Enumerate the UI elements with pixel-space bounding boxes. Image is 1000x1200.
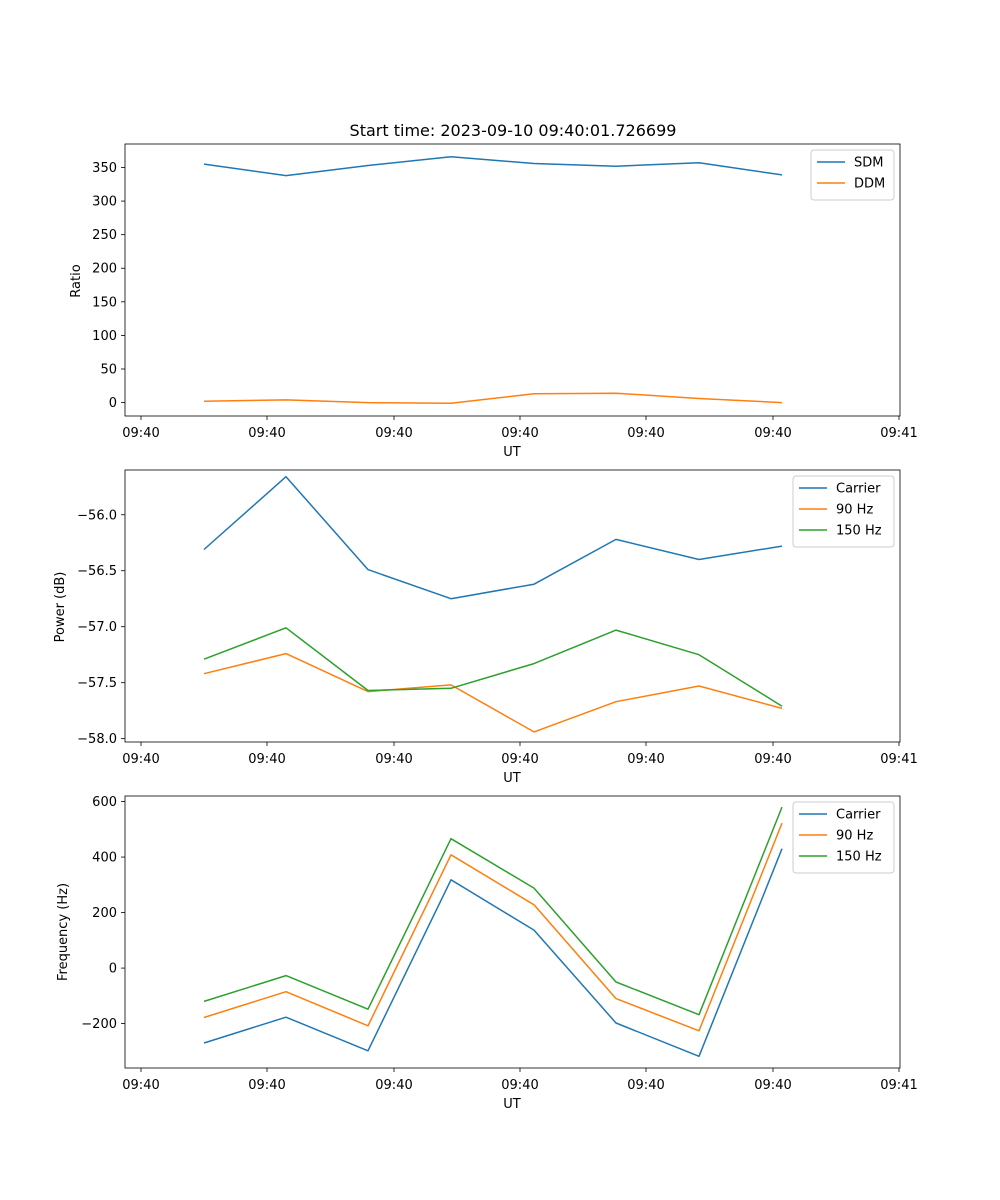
legend: SDM DDM <box>810 149 895 201</box>
y-tick-label: −56.5 <box>77 564 117 579</box>
series-line-carrier <box>203 848 783 1058</box>
legend: Carrier 90 Hz 150 Hz <box>792 475 895 548</box>
y-tick-label: −56.0 <box>77 508 117 523</box>
y-axis-label: Frequency (Hz) <box>56 883 71 981</box>
x-tick-label: 09:40 <box>501 426 538 441</box>
x-tick-label: 09:40 <box>122 752 159 767</box>
legend-label: Carrier <box>836 808 881 823</box>
x-tick-label: 09:40 <box>248 1078 285 1093</box>
y-tick-label: 0 <box>109 962 117 977</box>
legend-label: 90 Hz <box>836 503 873 518</box>
x-tick-label: 09:40 <box>627 426 664 441</box>
x-tick-label: 09:40 <box>754 426 791 441</box>
y-tick-label: 600 <box>92 795 117 810</box>
y-tick-label: 0 <box>109 396 117 411</box>
x-tick-label: 09:40 <box>375 752 412 767</box>
y-tick-label: 300 <box>92 195 117 210</box>
y-tick-label: −58.0 <box>77 732 117 747</box>
y-tick-label: 400 <box>92 851 117 866</box>
x-tick-label: 09:40 <box>248 752 285 767</box>
series-line-carrier <box>203 475 783 600</box>
plot-frame <box>124 143 901 417</box>
x-tick-label: 09:40 <box>754 1078 791 1093</box>
x-tick-label: 09:40 <box>122 1078 159 1093</box>
plot-frame <box>124 469 901 743</box>
y-tick-label: −200 <box>81 1017 117 1032</box>
y-axis-label: Power (dB) <box>53 572 68 643</box>
chart-title: Start time: 2023-09-10 09:40:01.726699 <box>350 121 677 140</box>
y-tick-label: 100 <box>92 329 117 344</box>
legend-label: 150 Hz <box>836 524 882 539</box>
y-tick-label: 200 <box>92 262 117 277</box>
x-tick-label: 09:40 <box>754 752 791 767</box>
y-tick-label: 250 <box>92 228 117 243</box>
y-tick-label: 200 <box>92 906 117 921</box>
legend-label: 150 Hz <box>836 850 882 865</box>
x-tick-label: 09:41 <box>880 752 917 767</box>
series-line-ddm <box>203 392 783 404</box>
y-tick-label: −57.5 <box>77 676 117 691</box>
legend: Carrier 90 Hz 150 Hz <box>792 801 895 874</box>
x-tick-label: 09:40 <box>501 752 538 767</box>
frequency-panel: UT Frequency (Hz) −200 0 200 400 600 09:40 09:… <box>56 795 918 1112</box>
power-panel: UT Power (dB) −58.0 −57.5 −57.0 −56.5 −56.0 0… <box>53 469 918 786</box>
ratio-panel: UT Ratio 0 50 100 150 200 250 300 350 09:40 09:40… <box>69 143 918 460</box>
x-axis-label: UT <box>503 771 521 786</box>
x-tick-label: 09:40 <box>248 426 285 441</box>
y-tick-label: 350 <box>92 161 117 176</box>
legend-label: SDM <box>854 156 883 171</box>
x-tick-label: 09:40 <box>375 1078 412 1093</box>
x-axis-label: UT <box>503 445 521 460</box>
y-axis-label: Ratio <box>69 264 84 297</box>
series-line-150-hz <box>203 806 783 1016</box>
series-line-90-hz <box>203 822 783 1032</box>
legend-label: Carrier <box>836 482 881 497</box>
series-line-150-hz <box>203 627 783 707</box>
y-tick-label: 50 <box>100 362 117 377</box>
series-line-sdm <box>203 156 783 177</box>
series-line-90-hz <box>203 652 783 733</box>
x-tick-label: 09:41 <box>880 426 917 441</box>
x-tick-label: 09:40 <box>627 752 664 767</box>
x-tick-label: 09:40 <box>627 1078 664 1093</box>
plot-frame <box>124 795 901 1069</box>
y-tick-label: −57.0 <box>77 620 117 635</box>
legend-label: 90 Hz <box>836 829 873 844</box>
x-tick-label: 09:40 <box>122 426 159 441</box>
x-tick-label: 09:40 <box>501 1078 538 1093</box>
y-tick-label: 150 <box>92 295 117 310</box>
x-tick-label: 09:41 <box>880 1078 917 1093</box>
x-axis-label: UT <box>503 1097 521 1112</box>
legend-label: DDM <box>854 177 885 192</box>
x-tick-label: 09:40 <box>375 426 412 441</box>
